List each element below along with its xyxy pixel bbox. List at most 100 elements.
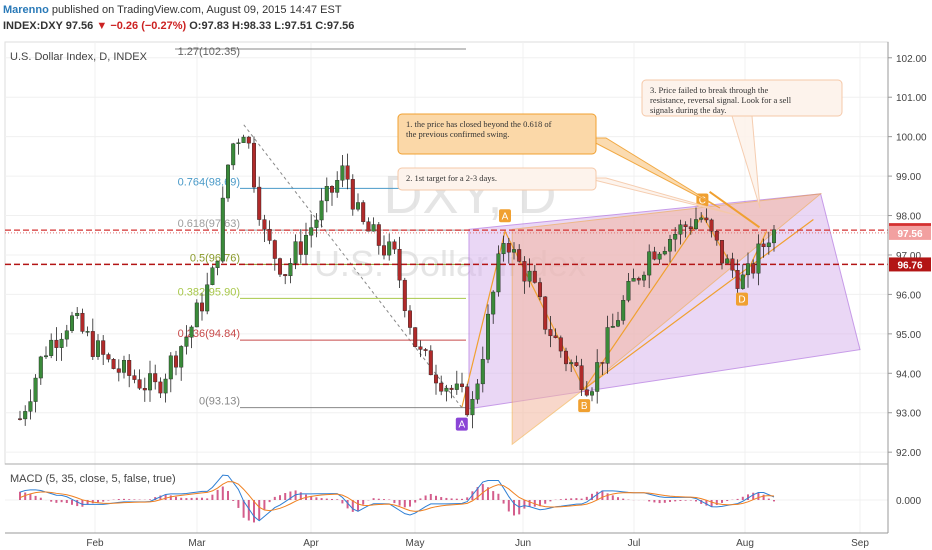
annotation-box (397, 167, 597, 191)
annotation-text: signals during the day. (650, 105, 726, 115)
candle-body (730, 258, 735, 271)
candle-body (345, 165, 350, 180)
candle-body (335, 180, 340, 193)
macd-histogram-bar (591, 493, 593, 500)
macd-histogram-bar (653, 500, 656, 503)
y-tick-label: 95.00 (896, 330, 921, 341)
macd-histogram-bar (325, 498, 328, 500)
candle-body (147, 373, 152, 391)
candle-body (475, 383, 480, 400)
candle-body (590, 391, 595, 396)
candle-body (709, 219, 714, 232)
candle-body (33, 377, 38, 402)
y-tick-label: 101.00 (896, 93, 927, 104)
candle-body (262, 219, 267, 230)
candle-body (642, 274, 647, 281)
annotation-text: the previous confirmed swing. (406, 129, 509, 139)
macd-histogram-bar (175, 496, 177, 500)
candle-body (543, 296, 548, 330)
candle-body (361, 202, 366, 222)
macd-histogram-bar (362, 500, 365, 505)
fib-label: 0(93.13) (199, 396, 240, 408)
candle-body (356, 202, 361, 210)
candle-body (512, 249, 517, 253)
candle-body (319, 200, 324, 221)
candle-body (720, 240, 725, 264)
candle-body (189, 326, 194, 338)
candle-body (579, 365, 584, 390)
candle-body (330, 186, 335, 193)
macd-histogram-bar (383, 499, 385, 500)
swing-points[interactable]: A A B C D (455, 193, 748, 431)
high-value: H:98.33 (232, 20, 272, 32)
candle-body (746, 263, 751, 276)
quote-line: INDEX:DXY 97.56 ▼ −0.26 (−0.27%) O:97.83… (3, 20, 354, 32)
macd-histogram-bar (445, 497, 448, 500)
annotations[interactable]: 1. the price has closed beyond the 0.618… (397, 79, 843, 217)
candle-body (288, 263, 293, 277)
candle-body (704, 217, 709, 221)
candle-body (496, 253, 501, 293)
author-link[interactable]: Marenno (3, 4, 49, 16)
macd-histogram-bar (315, 497, 318, 500)
macd-histogram-bar (247, 500, 250, 521)
x-tick-label: Jun (515, 538, 531, 549)
macd-histogram-bar (523, 500, 526, 509)
callout-pointer (709, 191, 760, 229)
macd-histogram-bar (752, 492, 755, 500)
macd-title: MACD (5, 35, close, 5, false, true) (10, 473, 176, 485)
swing-point-label: B (581, 401, 588, 412)
macd-histogram-bar (24, 492, 27, 500)
candle-body (449, 387, 454, 390)
macd-histogram-bar (450, 498, 453, 500)
candle-body (220, 197, 225, 262)
candle-body (366, 221, 371, 232)
candle-body (163, 378, 168, 394)
candle-body (470, 399, 475, 416)
callout-tail (585, 137, 721, 209)
candle-body (423, 349, 428, 351)
macd-histogram-bar (455, 498, 458, 500)
macd-histogram-bar (211, 494, 214, 500)
macd-histogram-bar (585, 496, 588, 500)
candle-body (179, 346, 184, 368)
macd-histogram-bar (658, 500, 661, 504)
macd-histogram-bar (580, 498, 583, 500)
macd-histogram-bar (741, 496, 744, 500)
macd-histogram-bar (674, 500, 677, 502)
candle-body (127, 359, 132, 376)
candle-body (725, 258, 730, 264)
price-chart[interactable]: DXY, D U.S. Dollar Index 1.27(102.35)0.7… (0, 38, 932, 550)
symbol-label[interactable]: INDEX:DXY (3, 20, 63, 32)
swing-point-marker (736, 292, 748, 306)
macd-histogram-bar (773, 500, 775, 502)
candle-body (766, 242, 771, 248)
macd-histogram-bar (19, 491, 21, 500)
macd-histogram-bar (502, 500, 505, 504)
candle-body (251, 142, 256, 188)
x-tick-label: Jul (628, 538, 641, 549)
candle-body (44, 355, 49, 358)
candle-body (605, 327, 610, 364)
macd-histogram-bar (159, 495, 162, 500)
candle-body (647, 251, 652, 276)
candle-body (506, 243, 511, 253)
annotation-box (641, 79, 843, 117)
macd-histogram-bar (76, 500, 79, 507)
candle-body (241, 136, 246, 143)
candle-body (85, 331, 90, 333)
x-tick-label: Feb (86, 538, 104, 549)
swing-point-marker (499, 209, 511, 223)
macd-histogram-bar (440, 497, 443, 500)
annotation-text: 1. the price has closed beyond the 0.618… (406, 119, 552, 129)
macd-histogram-bar (341, 500, 344, 504)
candle-body (205, 284, 210, 312)
candle-body (168, 355, 173, 380)
macd-histogram-bar (372, 498, 375, 500)
macd-histogram-bar (149, 499, 151, 500)
candle-body (532, 270, 537, 283)
candle-body (210, 267, 215, 285)
macd-histogram-bar (190, 497, 193, 500)
macd-histogram-bar (507, 500, 510, 512)
change-value: −0.26 (−0.27%) (110, 20, 187, 32)
